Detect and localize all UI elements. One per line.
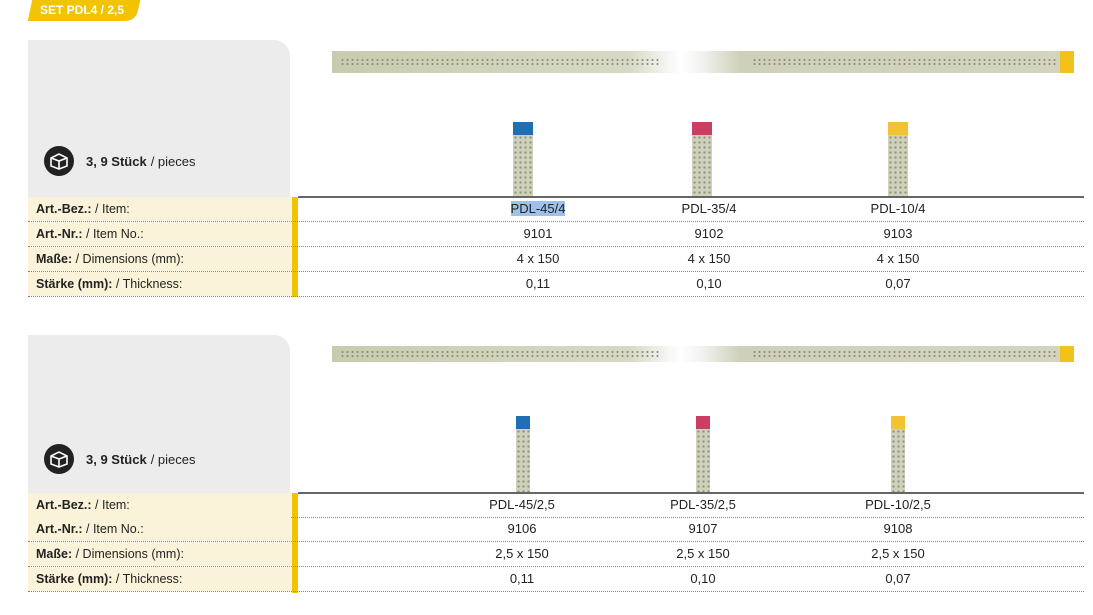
cell-item: PDL-35/2,5 xyxy=(670,497,736,512)
cell-item: PDL-10/2,5 xyxy=(865,497,931,512)
row-label: Maße: / Dimensions (mm): xyxy=(28,247,291,271)
row-label: Art.-Nr.: / Item No.: xyxy=(28,517,291,541)
package-icon xyxy=(44,444,74,474)
band-red-image xyxy=(692,122,712,196)
cell-thickness: 0,11 xyxy=(525,276,551,291)
table-row-item-no: Art.-Nr.: / Item No.: 9106 9107 9108 xyxy=(28,517,1084,542)
row-label: Art.-Bez.: / Item: xyxy=(28,197,291,221)
cell-item-no: 9101 xyxy=(523,226,553,241)
band-yellow-image xyxy=(888,122,908,196)
pieces-unit: / pieces xyxy=(150,451,196,467)
row-label: Stärke (mm): / Thickness: xyxy=(28,567,291,591)
cell-dimensions: 4 x 150 xyxy=(516,251,560,266)
section-1-strip-image xyxy=(332,51,1074,73)
cell-dimensions: 4 x 150 xyxy=(687,251,731,266)
cell-item-no: 9103 xyxy=(883,226,913,241)
cell-dimensions: 2,5 x 150 xyxy=(676,546,730,561)
section-2-accent-bar xyxy=(292,493,298,593)
cell-thickness: 0,07 xyxy=(885,276,911,291)
package-icon xyxy=(44,146,74,176)
section-1-pieces: 3, 9 Stück / pieces xyxy=(44,146,196,176)
section-1-panel xyxy=(28,40,290,200)
table-row-dimensions: Maße: / Dimensions (mm): 4 x 150 4 x 150… xyxy=(28,247,1084,272)
section-2-panel xyxy=(28,335,290,495)
table-row-item: Art.-Bez.: / Item: PDL-45/2,5 PDL-35/2,5… xyxy=(28,493,1084,518)
band-red-image xyxy=(696,416,710,492)
cell-dimensions: 2,5 x 150 xyxy=(871,546,925,561)
cell-item: PDL-45/4 xyxy=(510,201,566,216)
pieces-unit: / pieces xyxy=(150,153,196,169)
set-tag: SET PDL4 / 2,5 xyxy=(27,0,141,21)
pieces-count: 3, 9 Stück xyxy=(86,153,147,169)
cell-item-no: 9108 xyxy=(883,521,913,536)
row-label: Maße: / Dimensions (mm): xyxy=(28,542,291,566)
table-row-item: Art.-Bez.: / Item: PDL-45/4 PDL-35/4 PDL… xyxy=(28,197,1084,222)
cell-item: PDL-35/4 xyxy=(681,201,737,216)
cell-item-no: 9107 xyxy=(688,521,718,536)
set-tag-label: SET PDL4 / 2,5 xyxy=(40,3,125,17)
band-blue-image xyxy=(513,122,533,196)
cell-thickness: 0,07 xyxy=(885,571,911,586)
cell-thickness: 0,11 xyxy=(509,571,535,586)
table-row-thickness: Stärke (mm): / Thickness: 0,11 0,10 0,07 xyxy=(28,567,1084,592)
row-label: Stärke (mm): / Thickness: xyxy=(28,272,291,296)
table-row-thickness: Stärke (mm): / Thickness: 0,11 0,10 0,07 xyxy=(28,272,1084,297)
section-2-strip-image xyxy=(332,346,1074,362)
cell-thickness: 0,10 xyxy=(696,276,722,291)
section-1-accent-bar xyxy=(292,197,298,297)
row-label: Art.-Nr.: / Item No.: xyxy=(28,222,291,246)
band-yellow-image xyxy=(891,416,905,492)
table-row-item-no: Art.-Nr.: / Item No.: 9101 9102 9103 xyxy=(28,222,1084,247)
pieces-count: 3, 9 Stück xyxy=(86,451,147,467)
table-row-dimensions: Maße: / Dimensions (mm): 2,5 x 150 2,5 x… xyxy=(28,542,1084,567)
row-label: Art.-Bez.: / Item: xyxy=(28,493,291,517)
cell-dimensions: 2,5 x 150 xyxy=(495,546,549,561)
cell-thickness: 0,10 xyxy=(690,571,716,586)
section-2-pieces: 3, 9 Stück / pieces xyxy=(44,444,196,474)
cell-item-no: 9106 xyxy=(507,521,537,536)
cell-dimensions: 4 x 150 xyxy=(876,251,920,266)
cell-item: PDL-10/4 xyxy=(870,201,926,216)
cell-item-no: 9102 xyxy=(694,226,724,241)
band-blue-image xyxy=(516,416,530,492)
section-1-header-line xyxy=(298,196,1084,198)
cell-item: PDL-45/2,5 xyxy=(489,497,555,512)
section-2-header-line xyxy=(298,492,1084,494)
